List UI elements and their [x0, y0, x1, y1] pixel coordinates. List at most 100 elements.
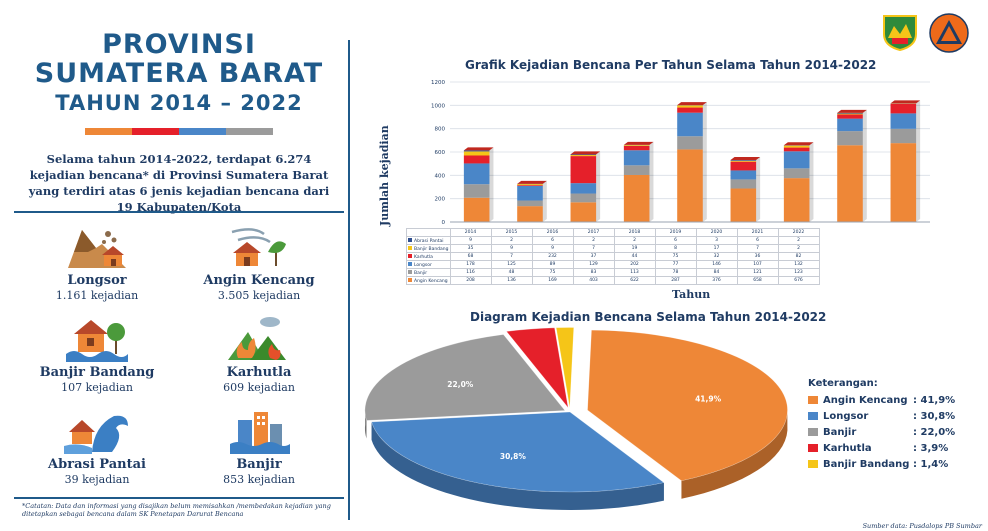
bar-segment	[730, 170, 757, 180]
table-cell: 35	[449, 244, 492, 253]
category-count: 107 kejadian	[61, 381, 133, 394]
bar-segment	[623, 165, 650, 175]
table-cell: 37	[572, 252, 615, 261]
bar-segment	[730, 160, 757, 161]
y-tick-label: 600	[435, 150, 446, 156]
table-cell: 132	[777, 260, 820, 269]
bar-chart-ylabel: Jumlah kejadian	[378, 125, 391, 226]
table-cell: 89	[531, 260, 574, 269]
table-cell: 208	[449, 276, 492, 285]
table-row: Banjir Bandang 35 9 9 7 19 8 17 7 2	[406, 244, 820, 253]
logos	[880, 12, 970, 54]
table-cell: 44	[613, 252, 656, 261]
table-cell: 75	[654, 252, 697, 261]
y-tick-label: 1000	[431, 103, 445, 109]
table-cell: 136	[490, 276, 533, 285]
legend-value: : 22,0%	[913, 426, 956, 438]
table-cell: 146	[695, 260, 738, 269]
bar-segment	[623, 145, 650, 146]
table-cell: 121	[736, 268, 779, 277]
bar-side	[862, 109, 867, 222]
category-banjir: Banjir 853 kejadian	[184, 406, 334, 487]
legend-swatch	[408, 237, 412, 242]
table-series-label: Karhutla	[406, 252, 451, 261]
legend-swatch	[408, 277, 412, 282]
table-series-label: Angin Kencang	[406, 276, 451, 285]
table-cell: 107	[736, 260, 779, 269]
bar-top	[837, 109, 867, 113]
legend-item: Longsor: 30,8%	[808, 408, 955, 424]
bar-segment	[517, 185, 543, 201]
table-cell: 2	[572, 236, 615, 245]
table-cell: 3	[695, 236, 738, 245]
pie-legend-title: Keterangan:	[808, 378, 878, 389]
table-series-label: Longsor	[406, 260, 451, 269]
bar-segment	[517, 206, 543, 222]
legend-item: Banjir Bandang: 1,4%	[808, 456, 955, 472]
bar-segment	[730, 161, 757, 171]
bar-segment	[463, 155, 490, 164]
bpbd-logo-icon	[929, 13, 969, 53]
legend-swatch	[808, 460, 818, 468]
table-cell: 7	[572, 244, 615, 253]
intro-text: Selama tahun 2014-2022, terdapat 6.274 k…	[28, 152, 330, 214]
table-cell: 2	[777, 244, 820, 253]
color-bar-segment	[85, 128, 132, 135]
table-cell: 676	[777, 276, 820, 285]
bar-side	[916, 100, 921, 222]
table-header-cell: 2017	[572, 228, 615, 237]
bar-top	[890, 100, 921, 104]
table-cell: 7	[490, 252, 533, 261]
y-tick-label: 200	[435, 197, 446, 203]
bar-segment	[570, 193, 597, 203]
bar-segment	[463, 184, 490, 198]
bar-segment	[730, 160, 757, 162]
table-cell: 6	[736, 236, 779, 245]
legend-value: : 41,9%	[913, 394, 956, 406]
flash-flood-icon	[66, 320, 128, 362]
category-count: 39 kejadian	[64, 473, 130, 486]
category-karhutla: Karhutla 609 kejadian	[184, 314, 334, 395]
bar-segment	[463, 151, 490, 156]
bar-segment	[677, 149, 703, 222]
table-cell: 178	[449, 260, 492, 269]
table-cell: 2	[777, 236, 820, 245]
table-cell: 116	[449, 268, 492, 277]
category-name: Banjir Bandang	[39, 365, 155, 380]
pie-slice-side	[364, 406, 367, 439]
bar-segment	[890, 143, 917, 222]
bar-top	[623, 141, 654, 145]
bar-chart-title: Grafik Kejadian Bencana Per Tahun Selama…	[465, 58, 877, 72]
legend-value: : 30,8%	[913, 410, 956, 422]
title-region: SUMATERA BARAT	[34, 58, 324, 89]
table-cell: 113	[613, 268, 656, 277]
bar-segment	[783, 147, 810, 152]
table-header-cell: 2021	[736, 228, 779, 237]
category-count: 3.505 kejadian	[217, 289, 301, 302]
pie-slice-label: 22,0%	[447, 380, 474, 389]
category-name: Abrasi Pantai	[48, 457, 146, 472]
table-cell: 9	[531, 244, 574, 253]
legend-value: : 1,4%	[913, 458, 949, 470]
category-name: Angin Kencang	[203, 273, 315, 288]
bar-segment	[783, 151, 810, 169]
table-cell: 6	[531, 236, 574, 245]
bar-segment	[677, 107, 703, 113]
pie-slice-label: 30,8%	[500, 452, 527, 461]
divider	[14, 211, 344, 213]
legend-swatch	[408, 261, 412, 266]
color-bar-segment	[179, 128, 226, 135]
table-cell: 83	[572, 268, 615, 277]
table-cell: 376	[695, 276, 738, 285]
bar-segment	[783, 178, 810, 222]
table-header-cell: 2019	[654, 228, 697, 237]
legend-swatch	[808, 412, 818, 420]
table-cell: 9	[449, 236, 492, 245]
table-cell: 75	[531, 268, 574, 277]
color-bar-segment	[132, 128, 179, 135]
y-tick-label: 400	[435, 173, 446, 179]
bar-top	[730, 157, 761, 161]
footnote: *Catatan: Data dan informasi yang disaji…	[22, 502, 331, 518]
pie-chart-title: Diagram Kejadian Bencana Selama Tahun 20…	[470, 310, 827, 324]
bar-chart-xlabel: Tahun	[672, 288, 711, 301]
